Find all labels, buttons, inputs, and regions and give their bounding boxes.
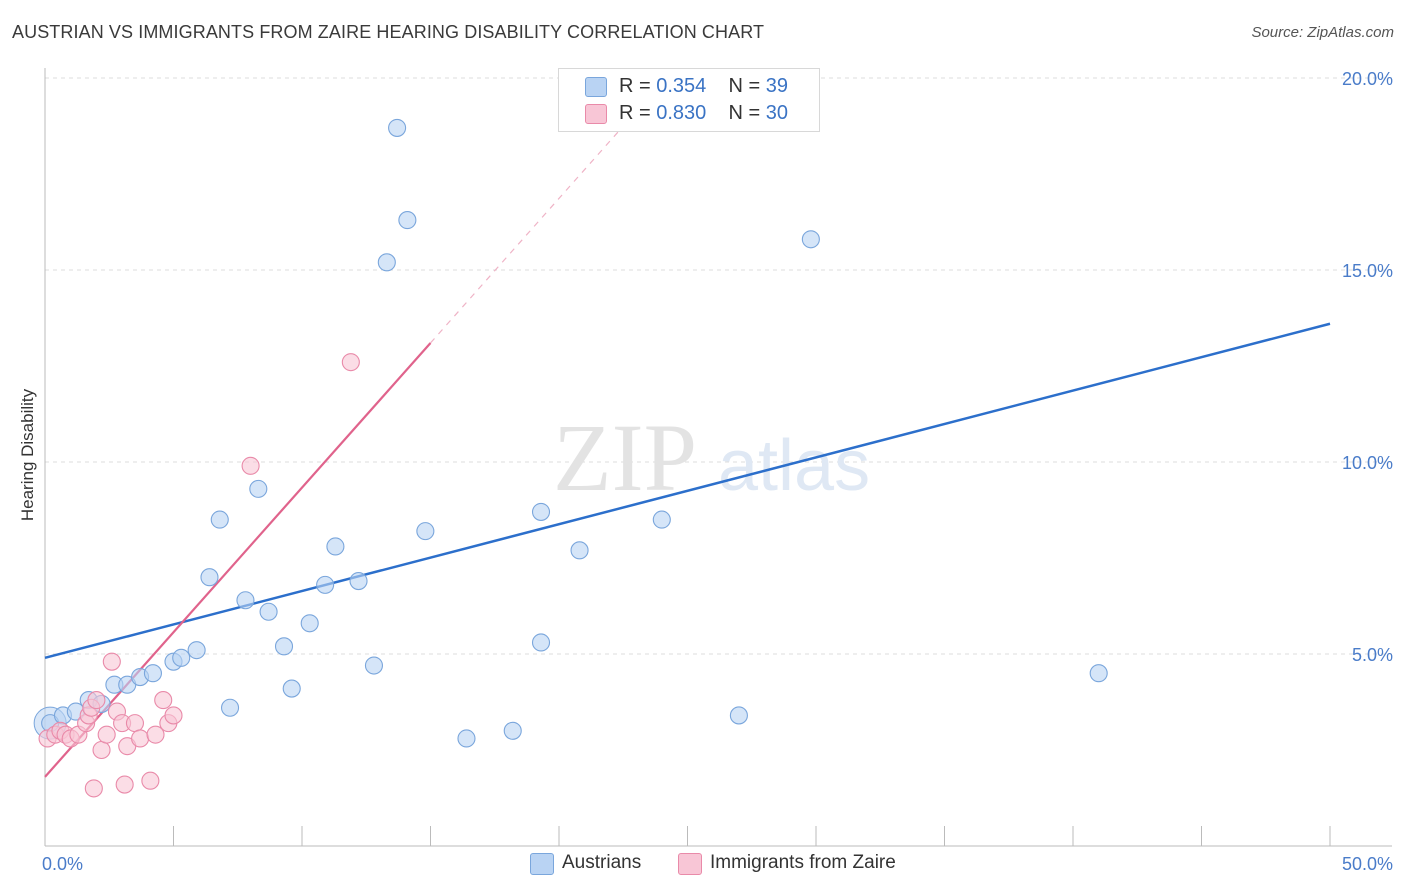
austrians-point [364,656,384,675]
zaire-point [146,725,165,744]
austrians-point [274,637,294,656]
data-points [33,118,1108,798]
austrians-point [282,679,301,698]
legend-n-label: N = [728,102,766,124]
grid-lines [45,77,1392,655]
austrians-point [200,568,219,587]
zaire-point [92,740,111,760]
legend-n-label: N = [728,75,766,97]
zaire-point [164,706,183,725]
austrians-point [388,118,407,137]
zaire-point [125,714,144,733]
y-tick-label: 15.0% [1342,261,1393,281]
bottom-legend-label-austrians: Austrians [562,852,642,873]
austrians-trend-line [44,322,1331,660]
zaire-point [241,456,260,475]
austrians-point [316,575,335,594]
austrians-point [531,502,551,521]
austrians-point [172,648,191,667]
watermark: ZIP atlas [553,404,870,511]
legend: R = 0.354 N = 39 R = 0.830 N = 30 [558,68,820,132]
austrians-point [143,664,162,683]
zaire-point [115,775,134,794]
austrians-point [259,602,278,621]
watermark-atlas: atlas [718,426,870,506]
legend-n-value: 30 [765,102,789,124]
zaire-point [84,779,103,798]
zaire-point [102,652,121,671]
austrians-point [249,479,268,498]
austrians-point [398,211,417,230]
legend-r-label: R = [619,75,657,97]
austrians-point [457,729,476,748]
y-tick-label: 10.0% [1342,453,1393,473]
austrians-point [210,510,229,529]
x-tick-label: 50.0% [1342,854,1393,874]
austrians-point [801,230,820,249]
austrians-point [300,614,319,633]
austrians-point [729,706,748,725]
austrians-point [187,641,206,660]
legend-n-value: 39 [765,75,789,97]
austrians-point [503,721,522,740]
bottom-legend-label-zaire: Immigrants from Zaire [710,852,896,873]
austrians-point [1089,664,1108,683]
axis-labels: 5.0% 10.0% 15.0% 20.0% 0.0% 50.0% [42,69,1393,874]
zaire-point [87,691,106,710]
zaire-point [341,353,360,372]
legend-swatch-austrians [585,77,607,97]
austrians-point [377,253,396,272]
bottom-legend-swatch-zaire [678,853,702,875]
source-label: Source: ZipAtlas.com [1251,24,1394,41]
y-axis-title: Hearing Disability [18,388,37,521]
zaire-point [141,771,160,790]
watermark-zip: ZIP [553,404,697,511]
austrians-point [531,633,551,652]
legend-r-value: 0.830 [656,102,707,124]
chart-title: AUSTRIAN VS IMMIGRANTS FROM ZAIRE HEARIN… [12,22,765,42]
zaire-point [131,729,150,748]
zaire-point [97,725,116,744]
zaire-point [154,691,173,710]
y-tick-label: 5.0% [1352,645,1393,665]
zaire-trend-extension [430,96,650,344]
austrians-point [326,537,345,556]
y-tick-label: 20.0% [1342,69,1393,89]
austrians-point [416,522,435,541]
austrians-point [652,510,671,529]
legend-r-value: 0.354 [656,75,707,97]
austrians-point [570,541,589,560]
legend-swatch-zaire [585,104,607,124]
legend-r-label: R = [619,102,657,124]
austrians-point [220,698,240,717]
austrians-point [236,591,255,610]
austrians-point [349,571,368,591]
bottom-legend-swatch-austrians [530,853,554,875]
x-tick-label: 0.0% [42,854,83,874]
